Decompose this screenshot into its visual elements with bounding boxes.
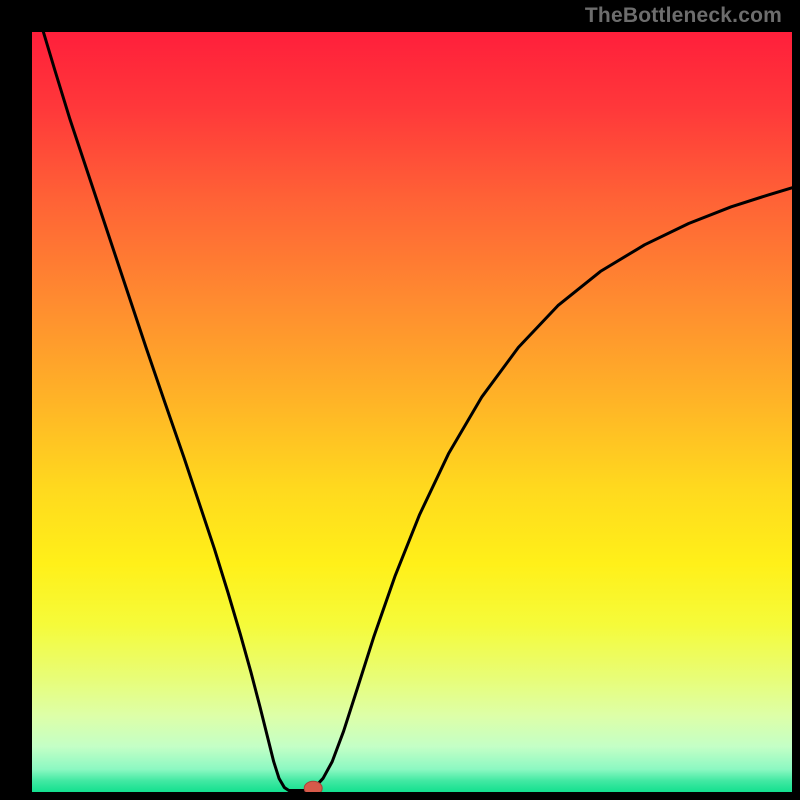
chart-frame: TheBottleneck.com [0, 0, 800, 800]
watermark-text: TheBottleneck.com [585, 4, 782, 28]
chart-background [32, 32, 792, 792]
optimum-marker [304, 781, 322, 792]
plot-area [32, 32, 792, 792]
chart-svg [32, 32, 792, 792]
